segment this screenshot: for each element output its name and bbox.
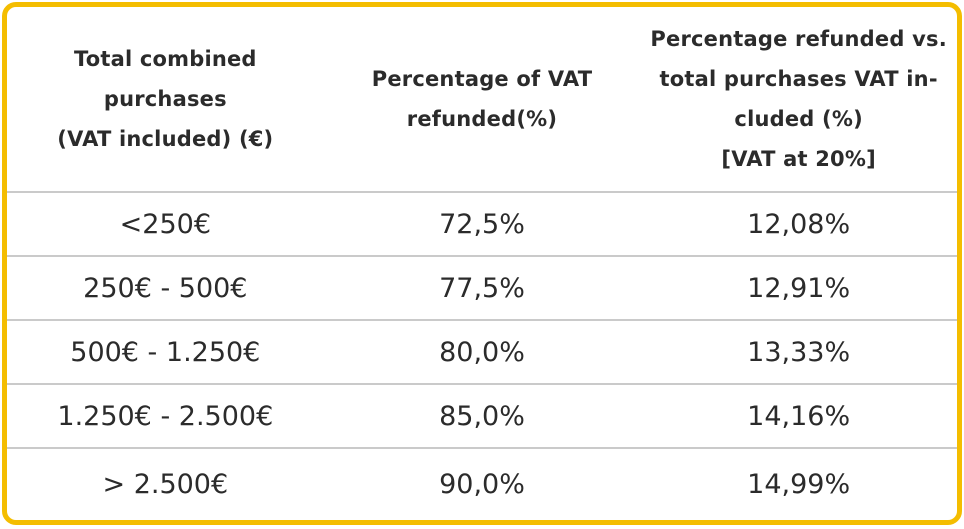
header-line: [VAT at 20%] — [721, 147, 876, 171]
cell-refund-vs-total: 13,33% — [747, 336, 851, 368]
cell-vat-refunded: 90,0% — [439, 469, 525, 500]
cell-vat-refunded: 77,5% — [439, 272, 525, 304]
cell-refund-vs-total: 12,91% — [747, 272, 851, 304]
cell-purchase-range: 1.250€ - 2.500€ — [57, 400, 274, 432]
cell-refund-vs-total: 14,99% — [747, 469, 851, 500]
header-vat-refunded: Percentage of VAT refunded(%) — [324, 7, 641, 191]
table-row: 250€ - 500€ 77,5% 12,91% — [7, 255, 957, 319]
header-line: cluded (%) — [734, 107, 863, 131]
cell-purchase-range: 250€ - 500€ — [83, 272, 248, 304]
table-row: 500€ - 1.250€ 80,0% 13,33% — [7, 319, 957, 383]
cell-vat-refunded: 72,5% — [439, 208, 525, 240]
cell-purchase-range: > 2.500€ — [102, 469, 229, 500]
header-line: refunded(%) — [406, 107, 558, 131]
header-line: Percentage refunded vs. — [650, 27, 947, 51]
table-header-row: Total combined purchases (VAT included) … — [7, 7, 957, 191]
table-row: > 2.500€ 90,0% 14,99% — [7, 447, 957, 520]
cell-vat-refunded: 85,0% — [439, 400, 525, 432]
cell-vat-refunded: 80,0% — [439, 336, 525, 368]
cell-refund-vs-total: 14,16% — [747, 400, 851, 432]
table-row: <250€ 72,5% 12,08% — [7, 191, 957, 255]
header-line: total purchases VAT in- — [659, 67, 938, 91]
cell-purchase-range: <250€ — [119, 208, 211, 240]
header-line: Total combined — [73, 47, 257, 71]
cell-purchase-range: 500€ - 1.250€ — [70, 336, 261, 368]
header-refund-vs-total: Percentage refunded vs. total purchases … — [640, 7, 957, 191]
cell-refund-vs-total: 12,08% — [747, 208, 851, 240]
header-line: (VAT included) (€) — [57, 127, 274, 151]
header-total-purchases: Total combined purchases (VAT included) … — [7, 7, 324, 191]
table-row: 1.250€ - 2.500€ 85,0% 14,16% — [7, 383, 957, 447]
header-line: Percentage of VAT — [371, 67, 593, 91]
header-line: purchases — [103, 87, 227, 111]
